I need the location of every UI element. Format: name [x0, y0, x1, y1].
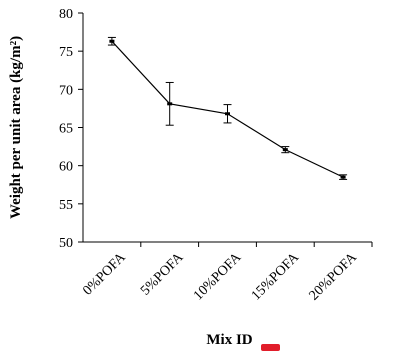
- series-layer: [107, 36, 348, 180]
- x-tick-label: 5%POFA: [138, 250, 187, 299]
- y-axis-ticks: 50 55 60 65 70 75 80: [59, 7, 83, 251]
- y-tick-label: 75: [59, 45, 73, 60]
- x-tick-label: 20%POFA: [307, 250, 361, 304]
- y-tick-label: 60: [59, 160, 73, 175]
- data-point: [340, 175, 346, 179]
- y-tick-label: 80: [59, 7, 73, 22]
- data-point: [109, 39, 115, 43]
- y-tick-label: 70: [59, 83, 73, 98]
- red-mark: [261, 344, 280, 351]
- x-tick-label: 10%POFA: [191, 250, 245, 304]
- data-point: [282, 148, 288, 152]
- y-axis-title: Weight per unit area (kg/m²): [8, 36, 24, 219]
- x-tick-label: 0%POFA: [80, 250, 129, 299]
- data-point: [167, 102, 173, 106]
- x-axis-ticks: 0%POFA 5%POFA 10%POFA 15%POFA 20%POFA: [80, 242, 373, 304]
- y-tick-label: 50: [59, 236, 73, 251]
- y-tick-label: 55: [59, 198, 73, 213]
- x-tick-label: 15%POFA: [249, 250, 303, 304]
- y-tick-label: 65: [59, 122, 73, 137]
- data-point: [225, 112, 230, 116]
- x-axis-title: Mix ID: [206, 332, 252, 348]
